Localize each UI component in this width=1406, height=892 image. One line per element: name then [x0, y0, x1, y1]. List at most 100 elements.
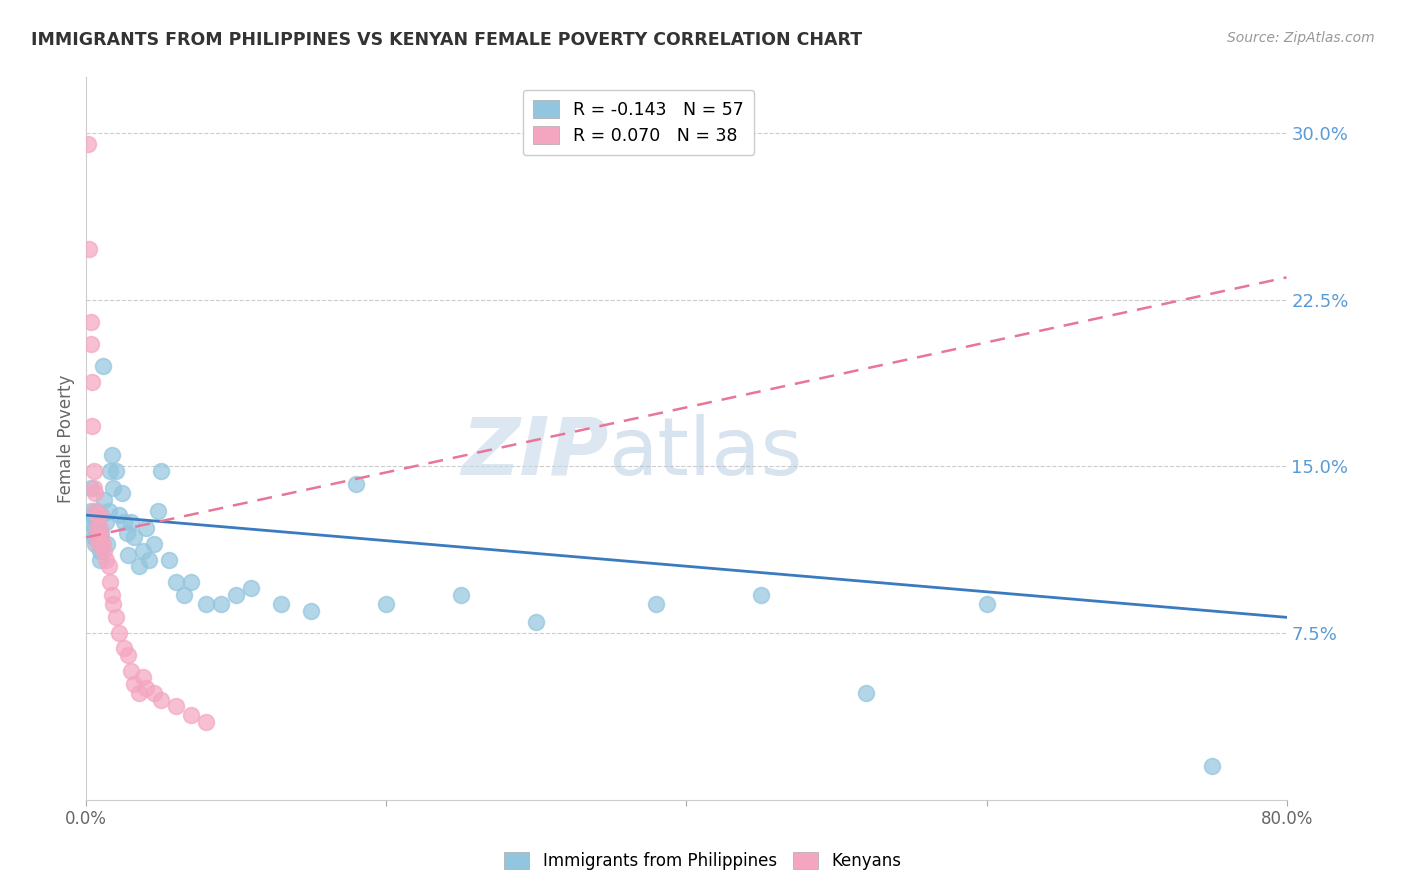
Point: [150, 692, 173, 706]
Point: [89, 543, 111, 558]
Point: [117, 648, 139, 662]
Point: [117, 548, 139, 562]
Point: [90, 530, 112, 544]
Point: [89, 508, 111, 523]
Point: [526, 615, 548, 629]
Point: [108, 626, 131, 640]
Point: [195, 597, 218, 611]
Point: [91, 537, 114, 551]
Point: [76, 137, 98, 152]
Text: atlas: atlas: [609, 414, 803, 491]
Point: [120, 515, 142, 529]
Point: [165, 699, 187, 714]
Point: [97, 504, 120, 518]
Point: [87, 530, 110, 544]
Point: [112, 641, 135, 656]
Point: [135, 681, 157, 696]
Point: [93, 543, 115, 558]
Y-axis label: Female Poverty: Female Poverty: [58, 375, 75, 503]
Point: [142, 537, 165, 551]
Point: [84, 504, 107, 518]
Point: [80, 504, 103, 518]
Point: [115, 525, 138, 540]
Point: [132, 543, 155, 558]
Legend: R = -0.143   N = 57, R = 0.070   N = 38: R = -0.143 N = 57, R = 0.070 N = 38: [523, 90, 754, 155]
Point: [111, 486, 134, 500]
Point: [108, 508, 131, 523]
Point: [124, 530, 146, 544]
Point: [1201, 759, 1223, 773]
Point: [82, 419, 104, 434]
Point: [142, 686, 165, 700]
Point: [165, 574, 187, 589]
Point: [98, 464, 121, 478]
Point: [89, 521, 111, 535]
Point: [135, 521, 157, 535]
Point: [105, 464, 128, 478]
Point: [645, 597, 668, 611]
Legend: Immigrants from Philippines, Kenyans: Immigrants from Philippines, Kenyans: [498, 845, 908, 877]
Point: [96, 537, 118, 551]
Point: [86, 521, 108, 535]
Point: [90, 525, 112, 540]
Point: [375, 597, 398, 611]
Point: [240, 582, 263, 596]
Point: [120, 664, 142, 678]
Point: [80, 482, 103, 496]
Point: [83, 464, 105, 478]
Point: [148, 504, 170, 518]
Point: [195, 714, 218, 729]
Point: [751, 588, 773, 602]
Point: [855, 686, 877, 700]
Point: [86, 504, 108, 518]
Point: [209, 597, 232, 611]
Point: [976, 597, 998, 611]
Point: [80, 315, 103, 329]
Point: [84, 486, 107, 500]
Point: [91, 359, 114, 374]
Point: [101, 448, 124, 462]
Point: [87, 537, 110, 551]
Point: [87, 530, 110, 544]
Point: [270, 597, 292, 611]
Point: [150, 464, 173, 478]
Point: [80, 337, 103, 351]
Point: [83, 482, 105, 496]
Text: IMMIGRANTS FROM PHILIPPINES VS KENYAN FEMALE POVERTY CORRELATION CHART: IMMIGRANTS FROM PHILIPPINES VS KENYAN FE…: [31, 31, 862, 49]
Text: Source: ZipAtlas.com: Source: ZipAtlas.com: [1227, 31, 1375, 45]
Point: [103, 482, 125, 496]
Text: ZIP: ZIP: [461, 414, 609, 491]
Point: [299, 604, 322, 618]
Point: [86, 515, 108, 529]
Point: [128, 559, 150, 574]
Point: [89, 552, 111, 566]
Point: [84, 537, 107, 551]
Point: [450, 588, 472, 602]
Point: [83, 521, 105, 535]
Point: [132, 670, 155, 684]
Point: [344, 477, 367, 491]
Point: [180, 708, 202, 723]
Point: [94, 515, 117, 529]
Point: [128, 686, 150, 700]
Point: [82, 375, 104, 389]
Point: [112, 515, 135, 529]
Point: [180, 574, 202, 589]
Point: [105, 610, 128, 624]
Point: [79, 242, 101, 256]
Point: [79, 515, 101, 529]
Point: [103, 597, 125, 611]
Point: [98, 574, 121, 589]
Point: [87, 521, 110, 535]
Point: [86, 508, 108, 523]
Point: [93, 492, 115, 507]
Point: [173, 588, 195, 602]
Point: [225, 588, 247, 602]
Point: [157, 552, 180, 566]
Point: [138, 552, 160, 566]
Point: [124, 677, 146, 691]
Point: [94, 552, 117, 566]
Point: [97, 559, 120, 574]
Point: [83, 530, 105, 544]
Point: [101, 588, 124, 602]
